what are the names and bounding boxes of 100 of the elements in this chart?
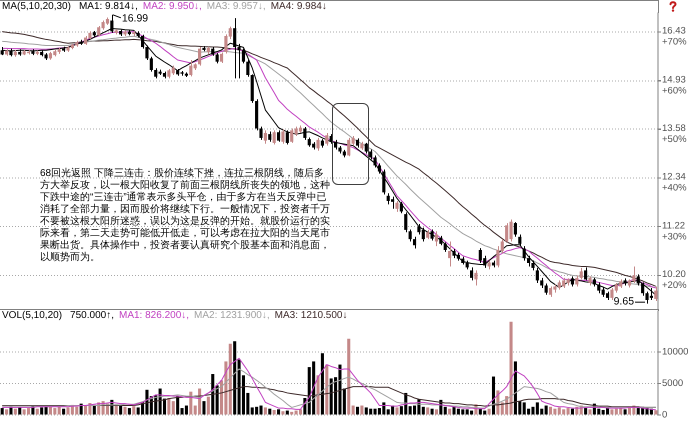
bar	[228, 344, 232, 414]
bar	[330, 378, 333, 414]
candlestick	[417, 223, 421, 235]
bar	[281, 411, 284, 414]
y2-tick-label: +40%	[662, 182, 688, 194]
candlestick	[172, 65, 175, 76]
bar	[461, 409, 464, 414]
bar	[272, 410, 276, 414]
candlestick	[276, 130, 280, 142]
bar	[202, 401, 206, 414]
y2-tick-label: +50%	[662, 134, 688, 145]
bar	[562, 409, 566, 414]
bar	[40, 407, 44, 414]
y-tick-label: 12.34	[662, 172, 686, 183]
candlestick	[470, 266, 474, 281]
bar	[588, 409, 592, 414]
candlestick	[514, 222, 518, 238]
y-tick-label: 14.93	[662, 74, 686, 86]
candlestick	[400, 201, 403, 214]
bar	[452, 406, 456, 414]
bar	[172, 401, 175, 414]
bar	[347, 338, 350, 414]
candlestick	[540, 277, 544, 289]
bar	[570, 408, 574, 414]
bar	[360, 406, 364, 414]
candlestick	[426, 229, 430, 240]
bar	[62, 408, 66, 414]
bar	[636, 408, 640, 414]
bar	[119, 406, 122, 414]
candlestick	[316, 137, 320, 152]
y-tick-label: 11.22	[662, 220, 686, 232]
candlestick	[290, 128, 294, 144]
candlestick	[268, 130, 272, 142]
candlestick	[347, 137, 350, 157]
candlestick	[154, 68, 158, 79]
bar	[36, 408, 39, 414]
candlestick	[264, 130, 267, 144]
candlestick	[364, 142, 368, 154]
text: MA3: 9.957↓,	[206, 1, 266, 12]
bar	[325, 364, 328, 414]
candlestick	[584, 266, 588, 281]
candlestick	[548, 286, 552, 298]
bar	[84, 406, 88, 414]
candlestick	[522, 246, 526, 262]
legend-title: VOL(5,10,20)	[2, 310, 62, 321]
candlestick	[654, 286, 658, 302]
bar	[233, 341, 236, 414]
annotation: 16.99	[122, 12, 148, 25]
candlestick	[509, 218, 513, 242]
y-tick-label: 0	[662, 410, 668, 421]
y2-tick-label: +20%	[662, 280, 688, 292]
bar	[26, 408, 30, 414]
y-tick-label: 5000	[662, 378, 684, 390]
bar	[614, 408, 618, 414]
bar	[128, 408, 131, 414]
bar	[654, 410, 658, 414]
bar	[14, 408, 17, 414]
text: MA3: 1210.500↓	[274, 310, 348, 321]
candlestick	[412, 236, 416, 250]
candlestick	[286, 130, 289, 145]
candlestick	[281, 128, 285, 144]
bar	[132, 406, 136, 414]
bar	[364, 407, 368, 414]
text: 750.000↑,	[70, 310, 114, 321]
candlestick	[386, 192, 390, 205]
bar	[624, 409, 627, 414]
bar	[483, 410, 486, 414]
text: MA4: 9.984↓	[270, 1, 327, 12]
bar	[522, 402, 526, 414]
bar	[206, 396, 210, 414]
bar	[531, 406, 535, 414]
candlestick	[636, 274, 640, 286]
bar	[369, 408, 372, 414]
bar	[277, 409, 280, 414]
bar	[286, 410, 289, 414]
candlestick	[334, 139, 338, 150]
y2-tick-label: +60%	[662, 85, 688, 96]
bar	[558, 407, 561, 414]
bar	[448, 408, 452, 414]
bar	[434, 409, 438, 414]
bar	[176, 396, 180, 414]
candlestick	[325, 132, 328, 146]
text: MA1: 826.200↓,	[118, 310, 190, 321]
bar	[395, 407, 399, 414]
bar	[264, 407, 267, 414]
bar	[466, 409, 469, 414]
candlestick	[518, 234, 522, 247]
candlestick	[422, 227, 425, 242]
bar	[184, 406, 188, 414]
candlestick	[356, 138, 360, 148]
bar	[259, 406, 263, 414]
bar	[123, 406, 127, 414]
bar	[492, 376, 496, 414]
bar	[22, 409, 26, 414]
y-tick-label: 10.20	[662, 269, 686, 280]
candlestick	[220, 52, 224, 64]
bar	[430, 408, 434, 414]
bar	[356, 406, 360, 414]
bar	[5, 409, 8, 414]
candlestick	[474, 270, 478, 286]
